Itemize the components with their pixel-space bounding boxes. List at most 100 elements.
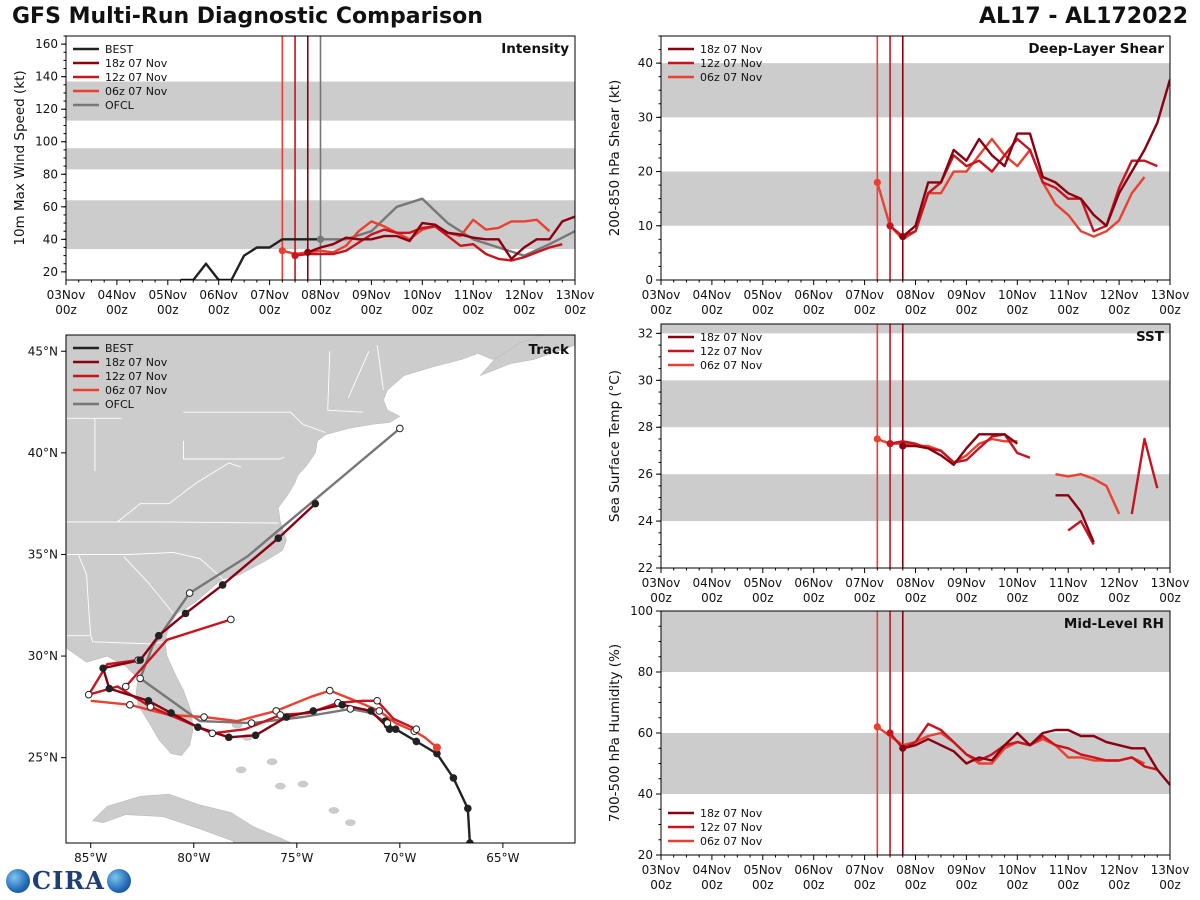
shear-ytick-label: 40	[638, 56, 653, 70]
rh-xtick-label: 08Nov	[896, 863, 935, 877]
rh-xtick-label: 00z	[956, 878, 978, 892]
rh-series-line	[876, 725, 1146, 765]
shear-legend-label: 12z 07 Nov	[700, 57, 763, 70]
state-boundary	[376, 345, 384, 390]
state-boundary	[123, 556, 174, 614]
rh-xtick-label: 00z	[650, 878, 672, 892]
shear-band	[661, 63, 1170, 118]
track-xtick-label: 75°W	[280, 851, 313, 865]
intensity-xtick-label: 00z	[55, 303, 77, 317]
track-ytick-label: 35°N	[28, 547, 58, 561]
sst-xtick-label: 00z	[1007, 591, 1029, 605]
track-point	[121, 682, 130, 691]
shear-xtick-label: 08Nov	[896, 288, 935, 302]
rh-series-line	[889, 722, 1158, 771]
track-point	[375, 707, 384, 715]
rh-xtick-label: 04Nov	[693, 863, 732, 877]
rh-ytick-label: 40	[638, 787, 653, 801]
track-point	[194, 723, 202, 731]
rh-title: Mid-Level RH	[1064, 616, 1164, 632]
track-ytick-label: 25°N	[28, 751, 58, 765]
track-point	[200, 713, 208, 721]
state-boundary	[66, 635, 163, 645]
sst-series-line	[1055, 473, 1121, 515]
state-boundary	[183, 411, 326, 433]
intensity-xtick-label: 08Nov	[301, 288, 340, 302]
track-point	[391, 725, 400, 734]
intensity-panel: 2040608010012014016003Nov00z04Nov00z05No…	[12, 35, 595, 317]
sst-xtick-label: 05Nov	[743, 576, 782, 590]
track-legend-label: OFCL	[105, 398, 135, 411]
intensity-init-point	[278, 247, 286, 255]
track-ytick-label: 45°N	[28, 344, 58, 358]
track-point	[464, 804, 472, 813]
intensity-xtick-label: 13Nov	[556, 288, 595, 302]
sst-series-line	[889, 433, 1031, 464]
shear-init-point	[899, 233, 907, 241]
shear-xtick-label: 09Nov	[947, 288, 986, 302]
rh-xtick-label: 00z	[1108, 878, 1130, 892]
rh-xtick-label: 11Nov	[1049, 863, 1088, 877]
track-xtick-label: 70°W	[383, 851, 416, 865]
track-legend-label: BEST	[105, 342, 133, 355]
track-point	[373, 696, 381, 705]
intensity-xtick-label: 00z	[412, 303, 434, 317]
sst-ytick-label: 28	[638, 420, 653, 434]
track-point	[251, 731, 260, 740]
track-legend-label: 18z 07 Nov	[105, 356, 168, 369]
track-init-point	[432, 743, 441, 752]
sst-init-point	[873, 435, 881, 443]
intensity-xtick-label: 05Nov	[148, 288, 187, 302]
sst-xtick-label: 00z	[752, 591, 774, 605]
bahamas-island	[345, 819, 356, 826]
track-point	[338, 701, 346, 709]
bahamas-island	[328, 807, 340, 814]
sst-xtick-label: 00z	[650, 591, 672, 605]
track-point	[144, 696, 153, 705]
track-point	[99, 664, 107, 673]
shear-xtick-label: 05Nov	[743, 288, 782, 302]
bahamas-island	[275, 782, 286, 790]
intensity-xtick-label: 00z	[310, 303, 332, 317]
sst-xtick-label: 00z	[956, 591, 978, 605]
state-boundary	[347, 351, 370, 399]
intensity-xtick-label: 04Nov	[98, 288, 137, 302]
sst-series-line	[1130, 437, 1159, 515]
intensity-series-line	[320, 197, 575, 257]
track-point	[276, 711, 285, 719]
shear-xtick-label: 00z	[752, 303, 774, 317]
intensity-legend-label: 12z 07 Nov	[105, 71, 168, 84]
shear-ytick-label: 10	[638, 219, 653, 233]
track-legend-label: 12z 07 Nov	[105, 370, 168, 383]
sst-ytick-label: 22	[638, 561, 653, 575]
sst-xtick-label: 13Nov	[1151, 576, 1190, 590]
state-boundary	[327, 409, 363, 413]
sst-ylabel: Sea Surface Temp (°C)	[607, 370, 623, 522]
sst-xtick-label: 00z	[1057, 591, 1079, 605]
rh-ylabel: 700-500 hPa Humidity (%)	[607, 644, 623, 822]
rh-init-point	[873, 723, 881, 731]
rh-xtick-label: 06Nov	[794, 863, 833, 877]
intensity-xtick-label: 00z	[462, 303, 484, 317]
sst-xtick-label: 08Nov	[896, 576, 935, 590]
north-america-land	[66, 335, 575, 756]
rh-init-point	[899, 744, 907, 752]
track-point	[185, 589, 194, 597]
sst-series-line	[902, 433, 1019, 466]
track-panel: 85°W 80°W 75°W 70°W 65°W 25°N 30°N 35°N 40°N 45°N…	[28, 334, 576, 865]
shear-xtick-label: 13Nov	[1151, 288, 1190, 302]
track-point	[466, 839, 474, 843]
rh-ytick-label: 20	[638, 848, 653, 862]
sst-ytick-label: 26	[638, 467, 653, 481]
sst-xtick-label: 03Nov	[642, 576, 681, 590]
track-point	[396, 424, 404, 433]
shear-ytick-label: 0	[645, 273, 653, 287]
intensity-init-point	[291, 252, 299, 260]
intensity-legend-label: BEST	[105, 43, 133, 56]
rh-legend-label: 06z 07 Nov	[700, 835, 763, 848]
track-line	[87, 658, 417, 735]
sst-band	[661, 324, 1170, 334]
rh-panel: 2040608010003Nov00z04Nov00z05Nov00z06Nov…	[607, 604, 1189, 892]
intensity-init-point	[316, 235, 325, 243]
